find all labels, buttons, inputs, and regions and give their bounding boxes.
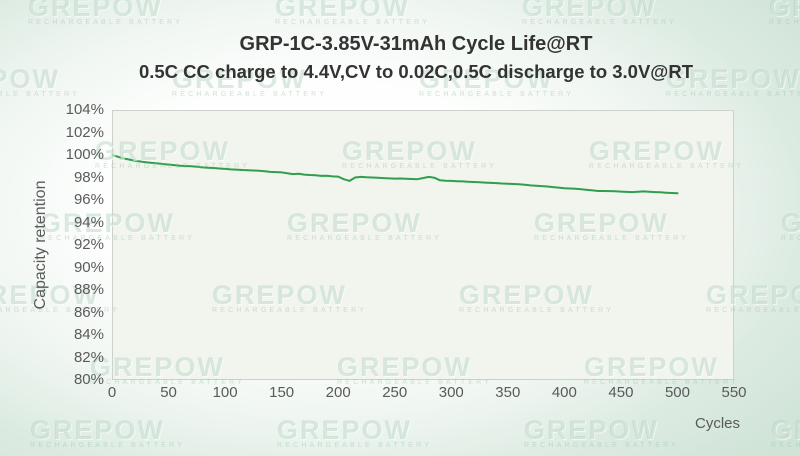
x-tick-label: 300 <box>438 384 464 401</box>
x-tick-label: 50 <box>160 384 177 401</box>
x-tick-label: 550 <box>721 384 747 401</box>
grepow-watermark-caption: RECHARGEABLE BATTERY <box>666 91 800 98</box>
y-tick-label: 88% <box>73 281 104 298</box>
chart-subtitle: 0.5C CC charge to 4.4V,CV to 0.02C,0.5C … <box>138 61 694 82</box>
grepow-watermark-logo-text: GREPOW <box>275 0 411 22</box>
grepow-watermark-caption: RECHARGEABLE BATTERY <box>524 442 680 449</box>
x-tick-label: 350 <box>495 384 521 401</box>
x-tick-label: 400 <box>551 384 577 401</box>
x-tick-label: 200 <box>325 384 351 401</box>
y-tick-label: 82% <box>73 348 104 366</box>
grepow-watermark-caption: RECHARGEABLE BATTERY <box>0 163 3 170</box>
x-tick-label: 100 <box>212 384 238 401</box>
capacity-retention-line <box>112 154 679 195</box>
y-tick-label: 92% <box>73 236 104 253</box>
x-tick-label: 0 <box>107 384 117 401</box>
y-tick-label: 90% <box>73 258 104 276</box>
grepow-watermark-caption: RECHARGEABLE BATTERY <box>0 91 81 98</box>
grepow-watermark-logo-text: GREPOW <box>30 415 166 445</box>
y-tick-label: 100% <box>65 146 104 163</box>
grepow-watermark-logo-text: GREPOW <box>781 208 800 238</box>
y-tick-label: 96% <box>73 191 104 208</box>
grepow-watermark-caption: RECHARGEABLE BATTERY <box>275 19 431 26</box>
grepow-watermark-logo-text: GREPOW <box>28 0 164 22</box>
y-tick-label: 94% <box>73 213 104 231</box>
x-tick-label: 450 <box>608 384 634 401</box>
grepow-watermark-caption: RECHARGEABLE BATTERY <box>769 19 800 26</box>
y-axis-title: Capacity retention <box>32 180 49 310</box>
plot-area <box>112 110 734 380</box>
grepow-watermark-logo-text: GREPOW <box>277 415 413 445</box>
grepow-watermark-caption: RECHARGEABLE BATTERY <box>172 91 328 98</box>
y-tick-label: 80% <box>73 371 104 388</box>
y-tick-label: 84% <box>73 326 104 343</box>
grepow-watermark-caption: RECHARGEABLE BATTERY <box>277 442 433 449</box>
chart-title: GRP-1C-3.85V-31mAh Cycle Life@RT <box>239 33 593 55</box>
grepow-watermark-caption: RECHARGEABLE BATTERY <box>28 19 184 26</box>
grepow-watermark-caption: RECHARGEABLE BATTERY <box>522 19 678 26</box>
x-tick-label: 500 <box>664 384 690 401</box>
grepow-watermark-caption: RECHARGEABLE BATTERY <box>781 235 800 242</box>
y-tick-label: 102% <box>65 123 104 141</box>
grepow-watermark-logo-text: GREPOW <box>0 136 3 167</box>
grepow-watermark-caption: RECHARGEABLE BATTERY <box>419 91 575 98</box>
y-tick-label: 86% <box>73 303 104 321</box>
x-tick-label: 250 <box>382 384 408 401</box>
grepow-watermark-logo-text: GREPOW <box>522 0 658 22</box>
plot-background <box>112 110 734 380</box>
grepow-watermark-logo-text: GREPOW <box>769 0 800 22</box>
x-axis-title: Cycles <box>694 415 740 432</box>
x-tick-label: 150 <box>269 384 295 401</box>
y-tick-label: 104% <box>65 101 104 118</box>
grepow-watermark-caption: RECHARGEABLE BATTERY <box>771 442 800 449</box>
grepow-watermark-logo-text: GREPOW <box>771 415 800 445</box>
y-tick-label: 98% <box>73 168 104 186</box>
grepow-watermark-caption: RECHARGEABLE BATTERY <box>30 442 186 449</box>
